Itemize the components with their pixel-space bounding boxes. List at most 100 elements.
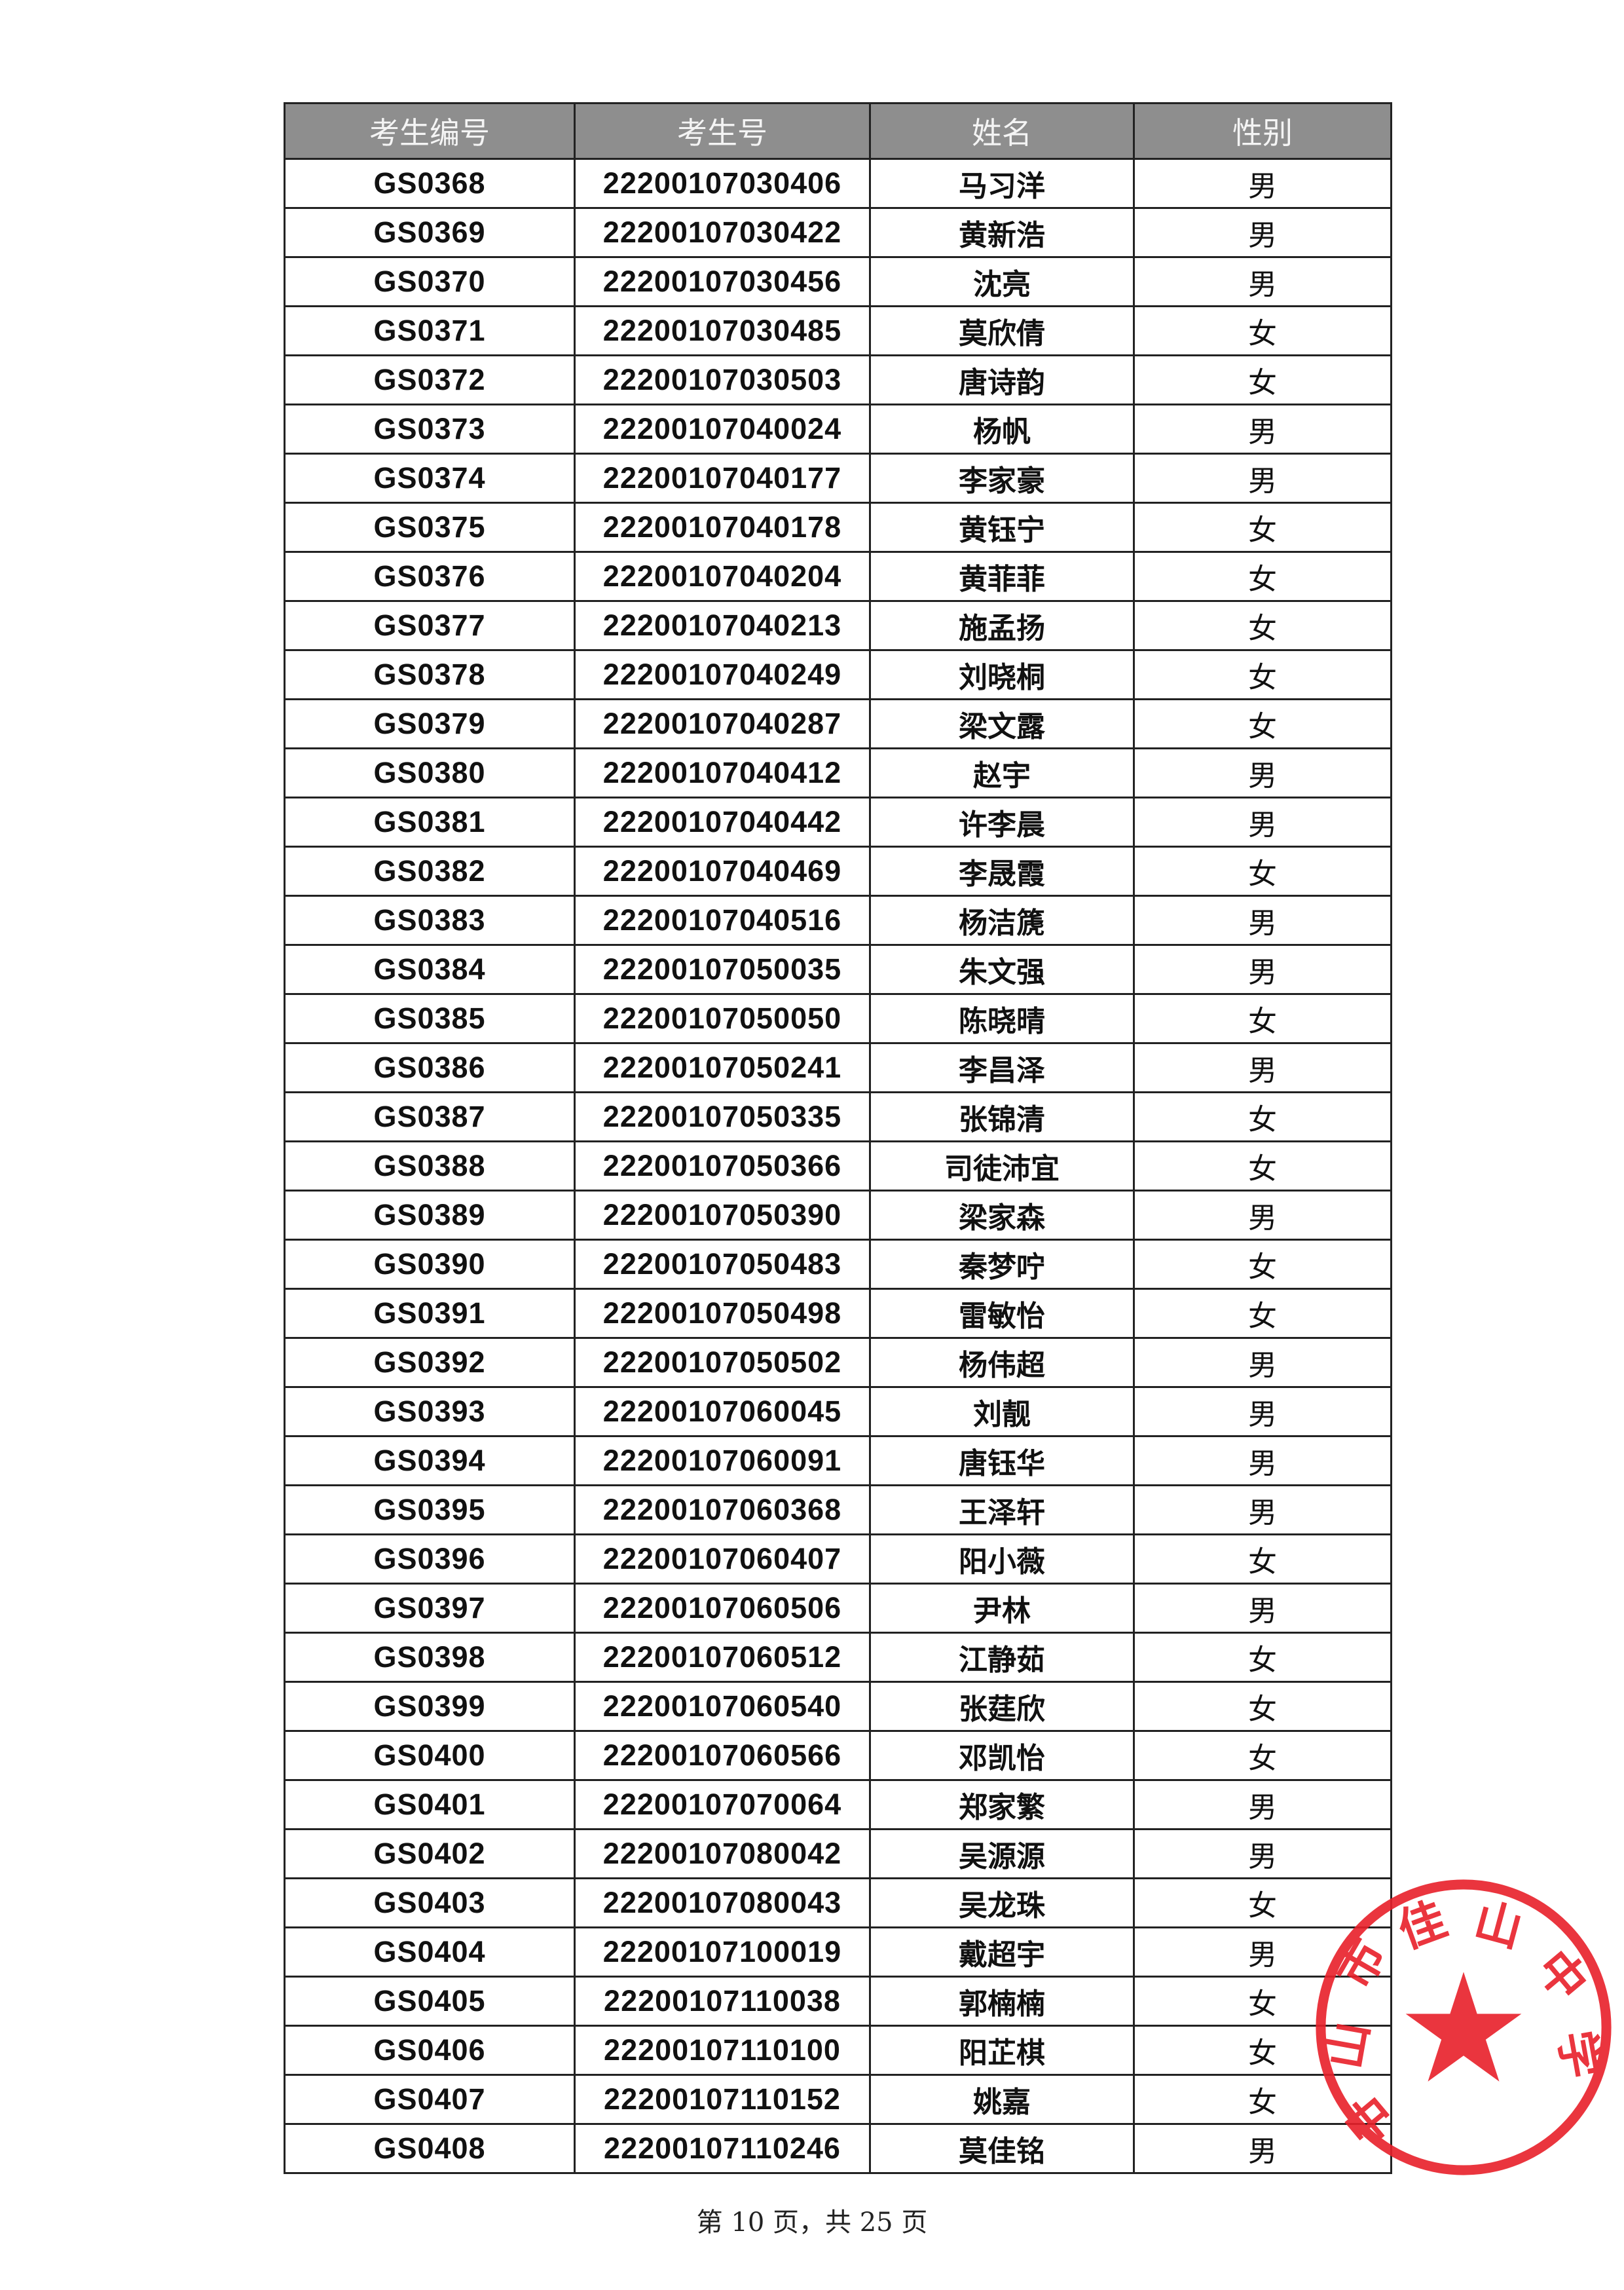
name-cell: 唐诗韵 xyxy=(869,354,1135,405)
exam-number-cell: 22200107110246 xyxy=(574,2123,871,2174)
candidate-code-cell: GS0377 xyxy=(284,600,576,651)
name-cell: 杨帆 xyxy=(869,404,1135,455)
candidate-code-cell: GS0387 xyxy=(284,1091,576,1142)
candidate-code-cell: GS0407 xyxy=(284,2074,576,2125)
candidate-code-cell: GS0383 xyxy=(284,895,576,946)
exam-number-cell: 22200107110038 xyxy=(574,1976,871,2027)
gender-cell: 男 xyxy=(1133,207,1392,258)
candidate-code-cell: GS0370 xyxy=(284,256,576,307)
exam-number-cell: 22200107030406 xyxy=(574,158,871,209)
name-cell: 许李晨 xyxy=(869,797,1135,848)
gender-cell: 女 xyxy=(1133,2074,1392,2125)
exam-number-cell: 22200107080043 xyxy=(574,1877,871,1928)
gender-cell: 男 xyxy=(1133,1779,1392,1830)
gender-cell: 女 xyxy=(1133,1730,1392,1781)
header-candidate-code: 考生编号 xyxy=(284,102,576,160)
name-cell: 梁文露 xyxy=(869,698,1135,749)
table-row: GS0374 22200107040177 李家豪男 xyxy=(284,453,1392,504)
gender-cell: 女 xyxy=(1133,1877,1392,1928)
name-cell: 江静茹 xyxy=(869,1632,1135,1683)
header-gender: 性别 xyxy=(1133,102,1392,160)
name-cell: 莫欣倩 xyxy=(869,305,1135,356)
table-body: GS0368 22200107030406 马习洋男 GS0369 2220010703… xyxy=(284,158,1392,2174)
exam-number-cell: 22200107060512 xyxy=(574,1632,871,1683)
name-cell: 施孟扬 xyxy=(869,600,1135,651)
name-cell: 吴龙珠 xyxy=(869,1877,1135,1928)
name-cell: 司徒沛宜 xyxy=(869,1140,1135,1192)
exam-number-cell: 22200107050035 xyxy=(574,944,871,995)
exam-number-cell: 22200107040412 xyxy=(574,747,871,798)
candidate-code-cell: GS0399 xyxy=(284,1681,576,1732)
candidate-code-cell: GS0402 xyxy=(284,1828,576,1879)
candidate-code-cell: GS0408 xyxy=(284,2123,576,2174)
name-cell: 张莛欣 xyxy=(869,1681,1135,1732)
star-icon xyxy=(1405,1972,1522,2082)
table-row: GS0395 22200107060368 王泽轩男 xyxy=(284,1484,1392,1535)
gender-cell: 女 xyxy=(1133,1288,1392,1339)
name-cell: 梁家森 xyxy=(869,1190,1135,1241)
header-name: 姓名 xyxy=(869,102,1135,160)
gender-cell: 女 xyxy=(1133,846,1392,897)
table-row: GS0372 22200107030503 唐诗韵女 xyxy=(284,354,1392,405)
table-row: GS0387 22200107050335 张锦清女 xyxy=(284,1091,1392,1142)
table-row: GS0382 22200107040469 李晟霞女 xyxy=(284,846,1392,897)
table-row: GS0376 22200107040204 黄菲菲女 xyxy=(284,551,1392,602)
gender-cell: 男 xyxy=(1133,797,1392,848)
name-cell: 张锦清 xyxy=(869,1091,1135,1142)
table-row: GS0373 22200107040024 杨帆男 xyxy=(284,404,1392,455)
page-footer: 第 10 页，共 25 页 xyxy=(696,2207,928,2238)
name-cell: 尹林 xyxy=(869,1583,1135,1634)
name-cell: 黄菲菲 xyxy=(869,551,1135,602)
candidate-code-cell: GS0394 xyxy=(284,1435,576,1486)
candidate-code-cell: GS0404 xyxy=(284,1926,576,1978)
name-cell: 沈亮 xyxy=(869,256,1135,307)
table-row: GS0369 22200107030422 黄新浩男 xyxy=(284,207,1392,258)
exam-number-cell: 22200107040287 xyxy=(574,698,871,749)
gender-cell: 男 xyxy=(1133,1435,1392,1486)
exam-number-cell: 22200107100019 xyxy=(574,1926,871,1978)
name-cell: 黄新浩 xyxy=(869,207,1135,258)
candidate-code-cell: GS0401 xyxy=(284,1779,576,1830)
name-cell: 雷敏怡 xyxy=(869,1288,1135,1339)
gender-cell: 女 xyxy=(1133,993,1392,1044)
svg-text:山: 山 xyxy=(1469,1893,1528,1958)
exam-number-cell: 22200107060091 xyxy=(574,1435,871,1486)
table-row: GS0398 22200107060512 江静茹女 xyxy=(284,1632,1392,1683)
candidate-code-cell: GS0378 xyxy=(284,649,576,700)
candidate-code-cell: GS0390 xyxy=(284,1239,576,1290)
table-row: GS0381 22200107040442 许李晨男 xyxy=(284,797,1392,848)
table-row: GS0388 22200107050366 司徒沛宜女 xyxy=(284,1140,1392,1192)
table-header-row: 考生编号 考生号 姓名 性别 xyxy=(284,102,1392,160)
gender-cell: 男 xyxy=(1133,158,1392,209)
name-cell: 陈晓晴 xyxy=(869,993,1135,1044)
candidate-code-cell: GS0379 xyxy=(284,698,576,749)
gender-cell: 女 xyxy=(1133,600,1392,651)
table-row: GS0386 22200107050241 李昌泽男 xyxy=(284,1042,1392,1093)
name-cell: 王泽轩 xyxy=(869,1484,1135,1535)
gender-cell: 男 xyxy=(1133,1583,1392,1634)
candidate-code-cell: GS0397 xyxy=(284,1583,576,1634)
candidate-code-cell: GS0372 xyxy=(284,354,576,405)
gender-cell: 男 xyxy=(1133,1828,1392,1879)
candidate-code-cell: GS0374 xyxy=(284,453,576,504)
table-row: GS0400 22200107060566 邓凯怡女 xyxy=(284,1730,1392,1781)
table-row: GS0389 22200107050390 梁家森男 xyxy=(284,1190,1392,1241)
table-row: GS0397 22200107060506 尹林男 xyxy=(284,1583,1392,1634)
gender-cell: 女 xyxy=(1133,2025,1392,2076)
name-cell: 杨洁篪 xyxy=(869,895,1135,946)
candidate-code-cell: GS0398 xyxy=(284,1632,576,1683)
exam-number-cell: 22200107030456 xyxy=(574,256,871,307)
table-row: GS0399 22200107060540 张莛欣女 xyxy=(284,1681,1392,1732)
candidate-code-cell: GS0386 xyxy=(284,1042,576,1093)
exam-number-cell: 22200107050483 xyxy=(574,1239,871,1290)
exam-number-cell: 22200107080042 xyxy=(574,1828,871,1879)
exam-number-cell: 22200107070064 xyxy=(574,1779,871,1830)
name-cell: 邓凯怡 xyxy=(869,1730,1135,1781)
name-cell: 赵宇 xyxy=(869,747,1135,798)
candidate-code-cell: GS0382 xyxy=(284,846,576,897)
exam-number-cell: 22200107040469 xyxy=(574,846,871,897)
gender-cell: 女 xyxy=(1133,1091,1392,1142)
exam-number-cell: 22200107040024 xyxy=(574,404,871,455)
table-row: GS0380 22200107040412 赵宇男 xyxy=(284,747,1392,798)
exam-number-cell: 22200107060540 xyxy=(574,1681,871,1732)
